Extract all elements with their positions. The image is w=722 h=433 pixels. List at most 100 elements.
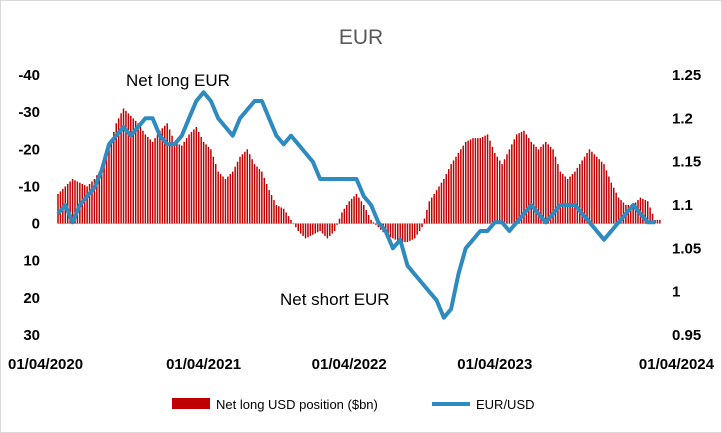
bar-mark [583, 156, 586, 224]
bar-mark [433, 193, 435, 224]
bar-mark [581, 160, 583, 224]
bar-mark [608, 176, 610, 224]
legend-label-line: EUR/USD [476, 397, 535, 412]
bar-mark [147, 136, 149, 224]
bar-mark [632, 205, 634, 224]
bar-mark [358, 197, 360, 224]
bar-mark [326, 223, 329, 239]
bar-mark [552, 149, 554, 224]
bar-mark [622, 202, 625, 224]
bar-mark [309, 223, 312, 236]
legend: Net long USD position ($bn) EUR/USD [172, 397, 535, 412]
bar-mark [185, 138, 188, 224]
bar-mark [549, 146, 552, 224]
bar-mark [292, 223, 295, 225]
right-tick-label: 1 [672, 284, 680, 301]
bar-mark [181, 145, 183, 224]
bar-mark [455, 156, 457, 224]
bar-mark [336, 223, 338, 225]
bar-mark [423, 218, 426, 224]
bar-mark [115, 123, 117, 224]
bar-mark [261, 171, 263, 224]
bar-mark [540, 146, 542, 224]
bar-mark [545, 141, 547, 224]
x-tick-label: 01/04/2023 [457, 356, 532, 373]
bar-mark [642, 198, 644, 224]
left-tick-label: -10 [18, 178, 40, 195]
bar-mark [144, 134, 147, 224]
bar-mark [270, 195, 273, 224]
legend-swatch-bars [172, 398, 210, 409]
bar-mark [591, 151, 593, 224]
bar-mark [401, 223, 404, 243]
bar-mark [343, 208, 346, 224]
bar-mark [353, 196, 355, 224]
bar-mark [130, 115, 132, 224]
bar-mark [96, 175, 98, 224]
bar-mark [236, 161, 239, 224]
bar-mark [295, 223, 297, 228]
bar-mark [156, 134, 159, 224]
bar-mark [511, 144, 513, 224]
bar-mark [76, 181, 79, 224]
bar-mark [542, 144, 545, 224]
bar-mark [571, 174, 574, 224]
legend-label-bars: Net long USD position ($bn) [216, 397, 378, 412]
bar-mark [241, 154, 244, 224]
bar-mark [389, 223, 392, 238]
bar-mark [321, 223, 324, 234]
bar-mark [617, 197, 620, 224]
bar-mark [224, 179, 227, 224]
bar-mark [217, 171, 219, 224]
bar-mark [472, 138, 474, 224]
bar-mark [651, 213, 654, 224]
bar-mark [418, 223, 421, 231]
bar-mark [460, 149, 462, 224]
bar-mark [137, 123, 139, 224]
bar-mark [646, 201, 649, 224]
bar-mark [525, 134, 528, 224]
bar-mark [324, 223, 326, 236]
bar-mark [564, 176, 566, 224]
bar-mark [302, 223, 304, 236]
bar-mark [481, 136, 484, 224]
bar-mark [554, 156, 557, 224]
bar-mark [212, 156, 215, 224]
bar-mark [484, 135, 486, 224]
bar-mark [528, 138, 530, 224]
bar-mark [98, 171, 100, 224]
bar-mark [256, 166, 258, 224]
bar-mark [467, 140, 469, 224]
bar-mark [498, 160, 501, 224]
bar-mark [100, 167, 103, 224]
bar-mark [239, 156, 241, 224]
bar-mark [360, 201, 363, 224]
bar-mark [397, 223, 399, 241]
bar-mark [176, 143, 178, 224]
bar-mark [421, 223, 423, 228]
bar-mark [331, 223, 333, 234]
bar-mark [523, 130, 525, 224]
left-tick-label: 10 [23, 253, 40, 270]
x-tick-label: 01/04/2021 [166, 356, 241, 373]
bar-mark [341, 212, 343, 224]
bar-mark [304, 223, 307, 239]
bar-mark [394, 223, 397, 240]
bar-mark [634, 202, 637, 224]
bar-mark [559, 171, 562, 224]
bar-mark [127, 113, 130, 224]
bar-mark [656, 219, 659, 224]
bar-mark [416, 223, 418, 235]
bar-mark [166, 123, 168, 224]
bar-mark [627, 205, 630, 224]
bar-mark [562, 174, 564, 224]
bar-mark [103, 161, 105, 224]
bar-mark [629, 205, 632, 224]
eurusd-line [56, 90, 655, 320]
bar-mark [168, 129, 171, 224]
bar-mark [132, 118, 134, 224]
bar-mark [287, 216, 290, 224]
bar-mark [164, 125, 166, 224]
bar-mark [125, 110, 127, 224]
bar-mark [319, 223, 321, 231]
